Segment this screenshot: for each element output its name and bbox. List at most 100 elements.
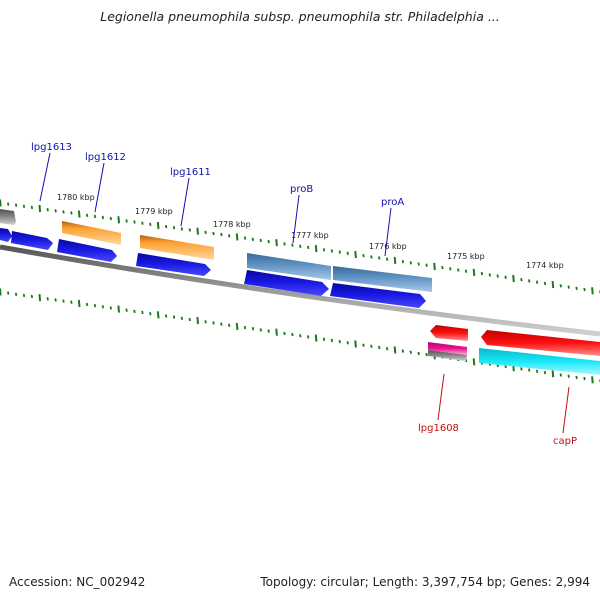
scale-top-tick-37	[291, 243, 294, 247]
scale-top-tick-28	[220, 232, 223, 237]
scale-top-tick-3	[22, 204, 26, 208]
scale-bottom-tick-27	[212, 321, 215, 325]
scale-top-tick-34	[267, 239, 270, 244]
gene-red-small	[430, 325, 468, 341]
scale-top-tick-6	[46, 208, 49, 212]
scale-top-tick-49	[385, 257, 389, 261]
gene-label-lpg1608: lpg1608	[418, 423, 459, 434]
scale-bottom-tick-48	[378, 345, 381, 350]
gene-proA-bar	[333, 266, 432, 292]
scale-top-tick-16	[125, 219, 128, 223]
scale-top-tick-4	[30, 205, 34, 210]
scale-bottom-tick-26	[204, 320, 207, 324]
scale-top-tick-58	[457, 268, 460, 272]
scale-bottom-tick-12	[93, 304, 97, 308]
scale-top-tick-52	[409, 261, 412, 265]
gene-proB-bar	[247, 253, 331, 280]
scale-top-tick-5	[38, 204, 42, 213]
scale-top-tick-9	[70, 211, 73, 215]
scale-top-tick-54	[425, 263, 428, 267]
scale-top-tick-36	[283, 242, 286, 246]
scale-top-tick-11	[85, 213, 89, 217]
scale-top-tick-42	[330, 249, 334, 253]
scale-bottom-tick-17	[133, 309, 136, 314]
gene-label-proB: proB	[290, 184, 313, 195]
scale-top-tick-23	[180, 227, 184, 231]
scale-top-tick-32	[251, 237, 255, 241]
scale-bottom-tick-29	[228, 323, 231, 327]
scale-bottom-tick-30	[235, 322, 239, 330]
scale-bottom-tick-3	[22, 293, 26, 298]
scale-top-tick-71	[559, 284, 562, 288]
gene-lpg1611-bar	[140, 235, 214, 260]
scale-bottom-tick-16	[125, 308, 128, 312]
scale-bottom-tick-33	[259, 328, 262, 332]
scale-top-tick-70	[551, 281, 555, 289]
scale-top-tick-65	[512, 274, 515, 283]
scale-top-tick-60	[472, 268, 476, 276]
scale-top-tick-22	[172, 226, 176, 230]
scale-top-tick-39	[307, 245, 310, 250]
scale-top-tick-59	[464, 269, 468, 273]
scale-bottom-tick-6	[46, 297, 49, 301]
scale-bottom-tick-66	[520, 367, 523, 371]
scale-bottom-tick-13	[101, 305, 105, 309]
scale-bottom-tick-42	[330, 338, 334, 343]
scale-top-tick-64	[504, 275, 507, 279]
scale-top-tick-10	[77, 210, 81, 218]
scale-bottom-tick-60	[472, 358, 476, 366]
scale-top-tick-30	[235, 233, 239, 241]
scale-bottom-tick-73	[575, 375, 578, 380]
scale-bottom-tick-41	[322, 337, 326, 341]
scale-bottom-tick-71	[559, 373, 562, 377]
gene-gray-partial	[0, 209, 16, 225]
scale-bottom-tick-18	[141, 310, 144, 315]
cds-arrow-3	[57, 239, 117, 262]
scale-bottom-tick-2	[14, 292, 18, 296]
scale-top-tick-26	[204, 230, 207, 234]
scale-bottom-tick-15	[117, 305, 120, 313]
scale-top-tick-57	[449, 267, 452, 271]
scale-top-tick-7	[54, 209, 57, 213]
scale-top-tick-21	[164, 224, 168, 229]
scale-top-tick-51	[401, 259, 405, 264]
gene-label-lpg1611: lpg1611	[170, 167, 211, 178]
scale-top-tick-14	[109, 216, 112, 221]
scale-top-tick-48	[378, 256, 381, 260]
scale-top-tick-41	[322, 248, 326, 252]
scale-bottom-tick-20	[156, 311, 160, 319]
scale-bottom-tick-14	[109, 306, 112, 310]
cds-arrow-2	[11, 231, 53, 250]
scale-bottom-tick-11	[85, 302, 89, 307]
genome-backbone	[0, 244, 600, 337]
scale-bottom-tick-38	[299, 334, 302, 338]
scale-label-1778kbp: 1778 kbp	[213, 220, 251, 229]
cds-arrow-6	[330, 283, 426, 308]
scale-bottom-tick-72	[567, 374, 570, 378]
scale-bottom-tick-67	[528, 368, 531, 372]
scale-top-tick-75	[591, 287, 594, 295]
scale-top-tick-53	[417, 262, 420, 266]
scale-bottom-tick-28	[220, 322, 223, 326]
scale-top-tick-40	[314, 245, 318, 253]
scale-bottom-tick-23	[180, 316, 184, 320]
gene-lpg1612-bar	[62, 221, 121, 245]
scale-top-tick-13	[101, 215, 105, 220]
scale-label-1775kbp: 1775 kbp	[447, 252, 485, 261]
scale-label-1779kbp: 1779 kbp	[135, 207, 173, 216]
scale-top-tick-18	[141, 221, 144, 225]
scale-top-tick-69	[543, 281, 547, 286]
scale-top-tick-17	[133, 220, 136, 224]
gene-capP-red-bar	[481, 330, 600, 356]
scale-bottom-tick-22	[172, 315, 176, 319]
scale-bottom-tick-44	[346, 341, 349, 345]
scale-top-tick-72	[567, 285, 570, 289]
scale-bottom-tick-39	[307, 335, 310, 339]
scale-bottom-tick-32	[251, 327, 255, 331]
gene-label-proA: proA	[381, 197, 404, 208]
scale-top-tick-55	[433, 262, 436, 270]
scale-top-tick-43	[338, 250, 341, 254]
scale-top-tick-12	[93, 214, 97, 219]
scale-bottom-tick-24	[188, 317, 191, 322]
scale-bottom-tick-40	[314, 334, 318, 342]
